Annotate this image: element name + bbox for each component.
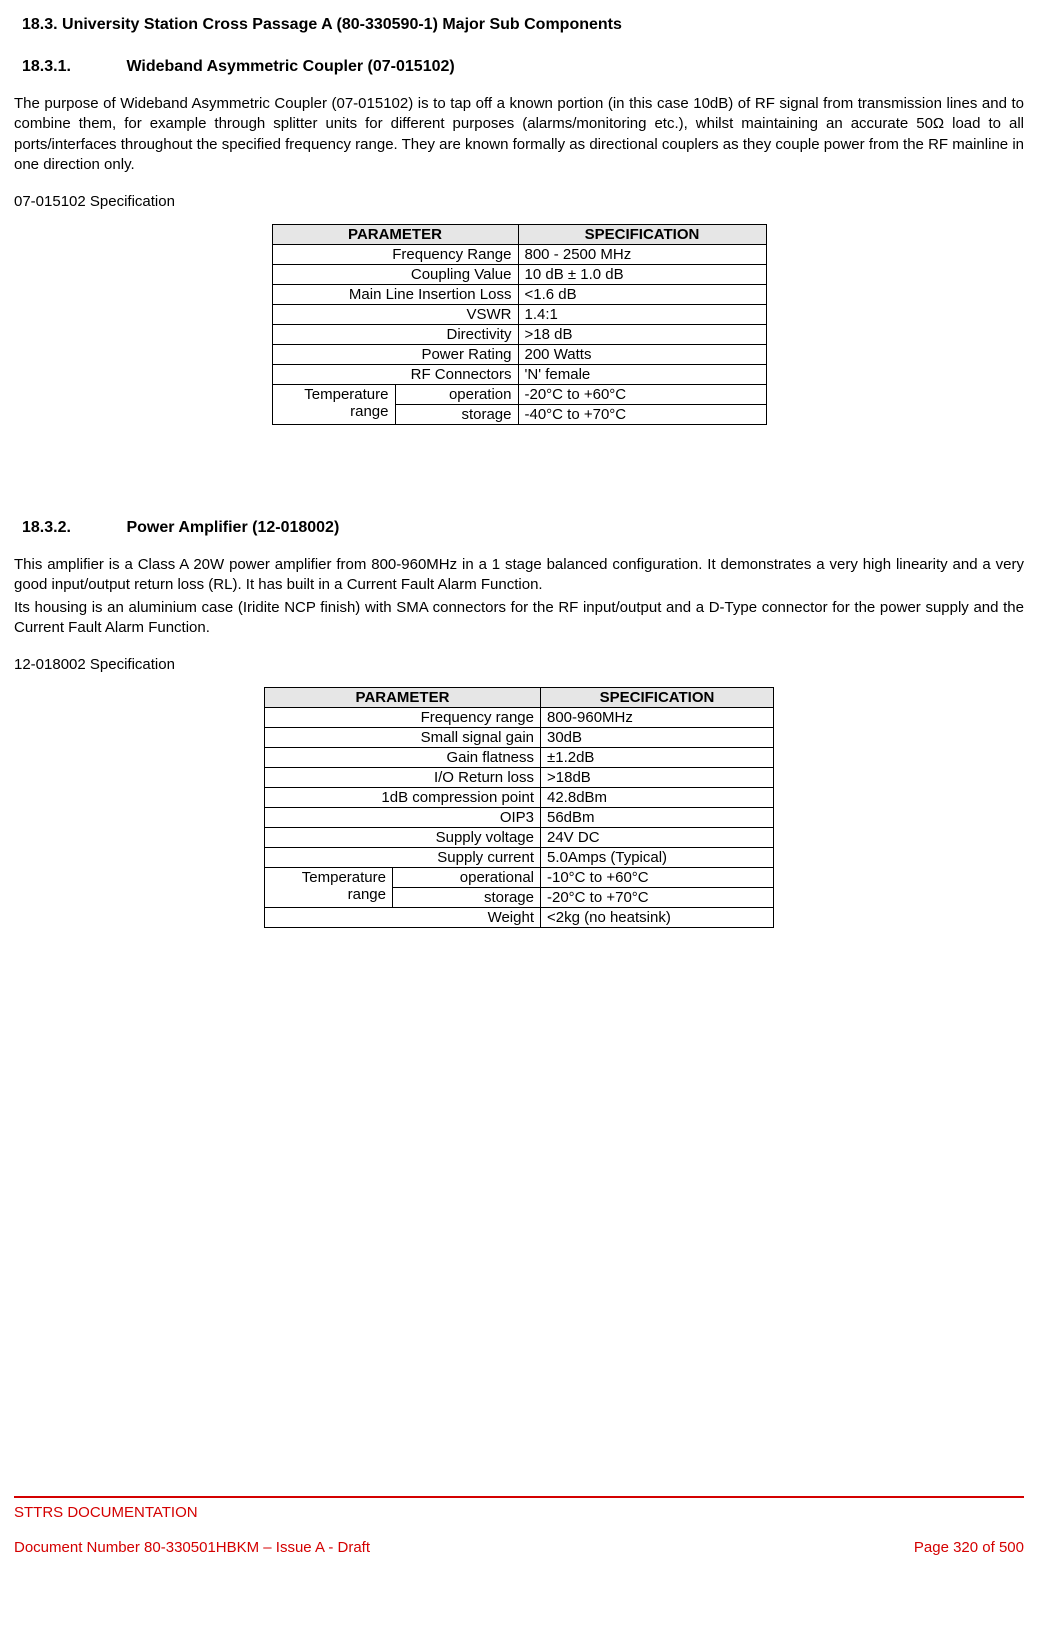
value-cell: -40°C to +70°C <box>518 405 766 425</box>
table-row: Frequency Range800 - 2500 MHz <box>272 245 766 265</box>
table-row: Coupling Value10 dB ± 1.0 dB <box>272 265 766 285</box>
table-row: Gain flatness±1.2dB <box>265 748 774 768</box>
spec-label-2: 12-018002 Specification <box>14 656 1024 673</box>
value-cell: -20°C to +60°C <box>518 385 766 405</box>
param-cell: Gain flatness <box>265 748 541 768</box>
spec-label-1: 07-015102 Specification <box>14 193 1024 210</box>
heading-title: Wideband Asymmetric Coupler (07-015102) <box>126 58 454 75</box>
param-group-cell: Temperature range <box>272 385 395 425</box>
footer-doc-number: Document Number 80-330501HBKM – Issue A … <box>14 1539 370 1556</box>
table-row: Temperature rangeoperational-10°C to +60… <box>265 868 774 888</box>
value-cell: >18dB <box>541 768 774 788</box>
section-heading-18-3-1: 18.3.1. Wideband Asymmetric Coupler (07-… <box>22 58 1024 76</box>
value-cell: -20°C to +70°C <box>541 888 774 908</box>
value-cell: 56dBm <box>541 808 774 828</box>
param-cell: Supply current <box>265 848 541 868</box>
value-cell: 5.0Amps (Typical) <box>541 848 774 868</box>
table-row: OIP356dBm <box>265 808 774 828</box>
spec-table-coupler: PARAMETERSPECIFICATIONFrequency Range800… <box>272 224 767 425</box>
table-row: Weight<2kg (no heatsink) <box>265 908 774 928</box>
table-row: Frequency range800-960MHz <box>265 708 774 728</box>
param-cell: 1dB compression point <box>265 788 541 808</box>
table-row: Supply voltage24V DC <box>265 828 774 848</box>
table-row: I/O Return loss>18dB <box>265 768 774 788</box>
section-heading-18-3: 18.3. University Station Cross Passage A… <box>22 16 1024 34</box>
param-cell: Frequency range <box>265 708 541 728</box>
param-cell: RF Connectors <box>272 365 518 385</box>
table-row: RF Connectors'N' female <box>272 365 766 385</box>
footer-doc-title: STTRS DOCUMENTATION <box>14 1504 1024 1521</box>
param-cell: Main Line Insertion Loss <box>272 285 518 305</box>
value-cell: 30dB <box>541 728 774 748</box>
table-header-parameter: PARAMETER <box>272 225 518 245</box>
param-cell: Coupling Value <box>272 265 518 285</box>
table-header-parameter: PARAMETER <box>265 688 541 708</box>
heading-number: 18.3.1. <box>22 58 122 76</box>
footer-page-number: Page 320 of 500 <box>914 1539 1024 1556</box>
value-cell: 'N' female <box>518 365 766 385</box>
paragraph-coupler-desc: The purpose of Wideband Asymmetric Coupl… <box>14 94 1024 175</box>
table-row: 1dB compression point42.8dBm <box>265 788 774 808</box>
table-row: Temperature rangeoperation-20°C to +60°C <box>272 385 766 405</box>
value-cell: 800-960MHz <box>541 708 774 728</box>
section-heading-18-3-2: 18.3.2. Power Amplifier (12-018002) <box>22 519 1024 537</box>
heading-title: Power Amplifier (12-018002) <box>126 519 339 536</box>
param-sub-cell: storage <box>395 405 518 425</box>
param-cell: VSWR <box>272 305 518 325</box>
value-cell: <2kg (no heatsink) <box>541 908 774 928</box>
param-cell: I/O Return loss <box>265 768 541 788</box>
param-cell: Supply voltage <box>265 828 541 848</box>
table-header-specification: SPECIFICATION <box>518 225 766 245</box>
value-cell: -10°C to +60°C <box>541 868 774 888</box>
param-cell: OIP3 <box>265 808 541 828</box>
param-cell: Frequency Range <box>272 245 518 265</box>
value-cell: 800 - 2500 MHz <box>518 245 766 265</box>
value-cell: >18 dB <box>518 325 766 345</box>
param-sub-cell: operational <box>393 868 541 888</box>
value-cell: 1.4:1 <box>518 305 766 325</box>
table-row: Supply current5.0Amps (Typical) <box>265 848 774 868</box>
param-cell: Power Rating <box>272 345 518 365</box>
param-cell: Directivity <box>272 325 518 345</box>
param-sub-cell: storage <box>393 888 541 908</box>
table-row: Main Line Insertion Loss<1.6 dB <box>272 285 766 305</box>
param-group-cell: Temperature range <box>265 868 393 908</box>
heading-number: 18.3.2. <box>22 519 122 537</box>
paragraph-amp-desc-1: This amplifier is a Class A 20W power am… <box>14 555 1024 596</box>
value-cell: 42.8dBm <box>541 788 774 808</box>
table-row: Power Rating200 Watts <box>272 345 766 365</box>
spec-table-amplifier: PARAMETERSPECIFICATIONFrequency range800… <box>264 687 774 928</box>
table-header-specification: SPECIFICATION <box>541 688 774 708</box>
table-row: Directivity>18 dB <box>272 325 766 345</box>
table-row: VSWR1.4:1 <box>272 305 766 325</box>
param-sub-cell: operation <box>395 385 518 405</box>
param-cell: Small signal gain <box>265 728 541 748</box>
value-cell: ±1.2dB <box>541 748 774 768</box>
footer-rule <box>14 1496 1024 1498</box>
value-cell: 200 Watts <box>518 345 766 365</box>
table-row: Small signal gain30dB <box>265 728 774 748</box>
param-cell: Weight <box>265 908 541 928</box>
value-cell: 24V DC <box>541 828 774 848</box>
value-cell: <1.6 dB <box>518 285 766 305</box>
paragraph-amp-desc-2: Its housing is an aluminium case (Iridit… <box>14 598 1024 639</box>
value-cell: 10 dB ± 1.0 dB <box>518 265 766 285</box>
